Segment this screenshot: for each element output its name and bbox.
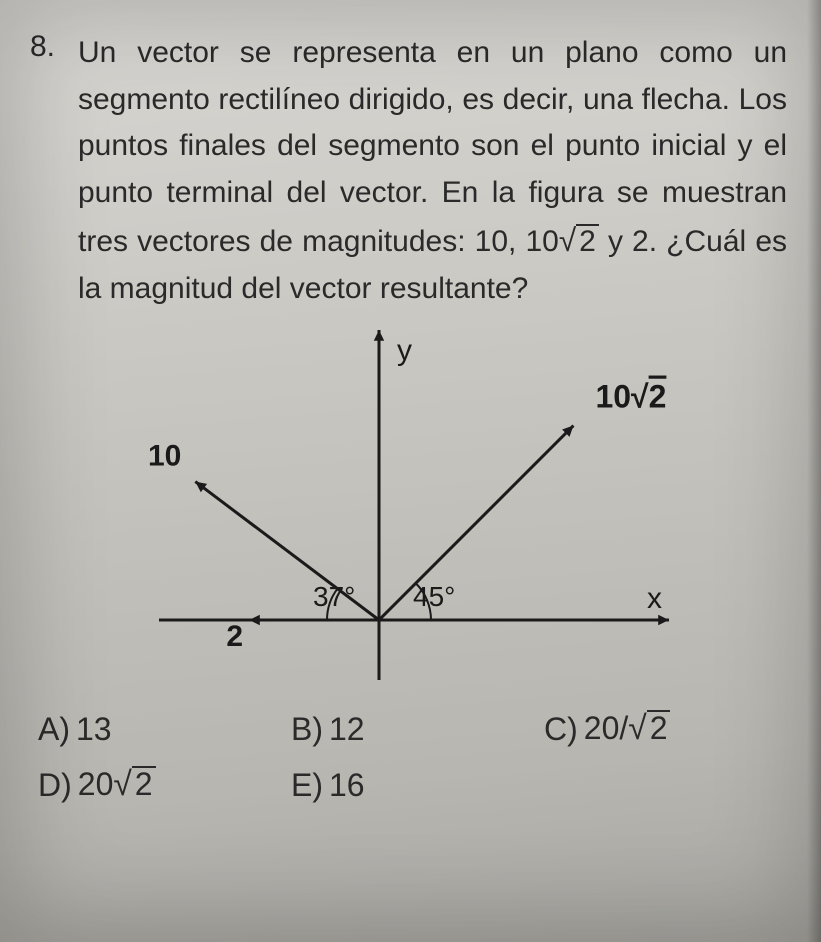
sqrt: √2 (559, 225, 599, 258)
sqrt-arg: 2 (132, 766, 156, 802)
svg-text:2: 2 (226, 620, 243, 653)
answer-letter: A) (38, 711, 70, 748)
sqrt-arg: 2 (647, 710, 671, 746)
svg-text:y: y (397, 334, 412, 367)
answer-a: A) 13 (38, 710, 281, 748)
svg-text:10: 10 (147, 440, 180, 473)
question-text: Un vector se representa en un plano como… (78, 30, 787, 312)
vector-diagram: yx37°45°1010√22 (129, 320, 689, 700)
answer-b: B) 12 (291, 710, 534, 748)
answer-text: 20/√2 (584, 710, 671, 748)
question-number: 8. (30, 30, 66, 312)
sqrt-symbol: √ (113, 766, 131, 803)
svg-text:10√2: 10√2 (595, 379, 666, 415)
sqrt-symbol: √ (628, 710, 646, 747)
sqrt: √2 (113, 766, 155, 802)
answer-text: 13 (76, 711, 112, 748)
answer-letter: B) (291, 711, 323, 748)
answer-d: D) 20√2 (38, 766, 281, 804)
question-line: Un vector se representa en un plano como… (78, 36, 787, 69)
text: 20/ (584, 710, 628, 746)
answer-letter: C) (544, 711, 578, 748)
answer-letter: E) (291, 767, 323, 804)
page-edge-shadow (807, 0, 821, 942)
sqrt-symbol: √ (559, 222, 576, 258)
question-block: 8. Un vector se representa en un plano c… (30, 30, 787, 312)
answer-text: 20√2 (78, 766, 156, 804)
text: 10 (525, 225, 558, 258)
svg-text:x: x (647, 582, 662, 615)
answer-empty (544, 766, 787, 804)
question-line: resultante? (380, 272, 528, 305)
answer-text: 16 (329, 767, 365, 804)
svg-text:45°: 45° (413, 581, 455, 612)
answer-letter: D) (38, 767, 72, 804)
answer-e: E) 16 (291, 766, 534, 804)
question-line: segmento rectilíneo dirigido, es decir, … (78, 83, 730, 116)
answer-text: 12 (329, 711, 365, 748)
answer-choices: A) 13 B) 12 C) 20/√2 D) 20√2 E) 16 (30, 710, 787, 804)
text: 20 (78, 766, 114, 802)
sqrt: √2 (628, 710, 670, 746)
answer-c: C) 20/√2 (544, 710, 787, 748)
sqrt-arg: 2 (576, 224, 599, 258)
